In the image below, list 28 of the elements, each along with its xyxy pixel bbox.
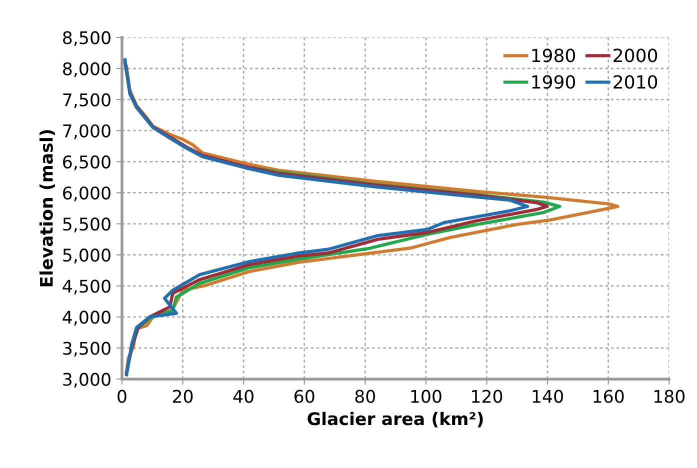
x-tick-label: 40 (233, 390, 254, 403)
y-tick-label: 5,000 (63, 248, 110, 264)
legend-label: 1990 (532, 75, 576, 89)
x-tick-label: 20 (172, 390, 193, 403)
x-tick-label: 80 (355, 390, 376, 403)
y-tick-label: 5,500 (63, 218, 110, 232)
x-tick-label: 120 (472, 390, 502, 403)
y-tick-label: 4,500 (62, 280, 110, 295)
y-tick-label: 7,000 (63, 124, 110, 140)
x-tick-label: 0 (118, 390, 126, 403)
legend-label: 2000 (614, 48, 658, 62)
x-axis-title: Glacier area (km²) (308, 412, 483, 428)
y-tick-label: 3,000 (63, 372, 110, 388)
y-tick-label: 3,500 (63, 342, 110, 357)
x-tick-label: 60 (294, 390, 314, 403)
y-tick-label: 6,000 (63, 186, 110, 202)
x-tick-label: 180 (654, 390, 685, 403)
y-axis-title: Elevation (masl) (40, 130, 55, 286)
y-tick-label: 7,500 (63, 93, 110, 108)
y-tick-label: 4,000 (62, 310, 110, 326)
legend-label: 1980 (532, 48, 576, 62)
y-tick-label: 8,000 (63, 62, 110, 78)
legend-label: 2010 (614, 75, 658, 89)
x-tick-label: 140 (532, 390, 563, 403)
x-tick-label: 160 (594, 390, 624, 403)
x-tick-label: 100 (411, 390, 442, 403)
y-tick-label: 8,500 (63, 31, 110, 46)
y-tick-label: 6,500 (63, 155, 110, 170)
